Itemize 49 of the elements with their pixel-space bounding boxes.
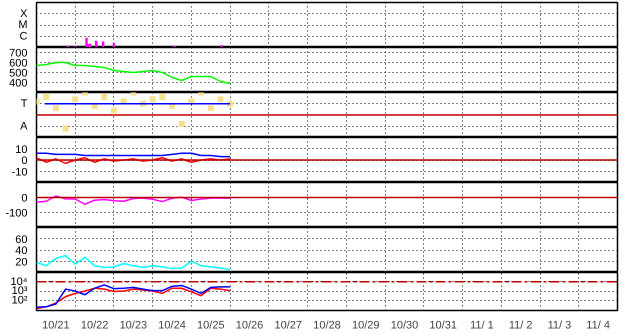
y-tick-label: 10²: [12, 294, 28, 306]
text: C: [20, 30, 28, 42]
line-series: [36, 284, 231, 308]
x-tick-label: 10/30: [390, 320, 418, 332]
point: [43, 94, 50, 100]
line-series: [36, 195, 231, 205]
y-tick-label: 0: [21, 155, 28, 167]
line-series: [36, 254, 231, 270]
y-tick-label: 0: [21, 192, 28, 204]
point: [110, 108, 117, 114]
point: [159, 94, 166, 100]
text: T: [20, 98, 28, 110]
y-tick-label: 60: [15, 234, 28, 246]
x-tick-label: 10/27: [274, 320, 302, 332]
point: [101, 94, 108, 100]
x-tick-label: 11/ 3: [548, 320, 572, 332]
y-tick-label: 500: [9, 68, 28, 80]
x-tick-label: 10/22: [80, 320, 108, 332]
y-tick-label: 40: [15, 245, 28, 257]
x-tick-label: 11/ 4: [586, 320, 610, 332]
point: [208, 105, 214, 112]
text: X: [20, 8, 28, 20]
y-tick-label: 20: [15, 256, 28, 268]
line-series: [36, 62, 231, 84]
x-tick-label: 11/ 1: [470, 320, 494, 332]
x-tick-label: 10/24: [158, 320, 186, 332]
y-tick-label: -100: [5, 208, 28, 220]
y-tick-label: 10: [15, 144, 28, 156]
y-tick-label: 600: [9, 58, 28, 70]
x-tick-label: 10/25: [197, 320, 225, 332]
x-tick-label: 10/23: [120, 320, 148, 332]
y-tick-label: 700: [9, 48, 28, 60]
point: [217, 96, 224, 102]
text: M: [18, 19, 28, 31]
point: [72, 96, 78, 102]
x-tick-label: 10/29: [352, 320, 380, 332]
x-tick-label: 10/28: [313, 320, 341, 332]
x-tick-label: 10/31: [429, 320, 457, 332]
line-series: [36, 288, 231, 310]
y-tick-label: 400: [9, 78, 28, 90]
point: [150, 96, 156, 102]
point: [178, 121, 185, 127]
point: [62, 126, 69, 132]
x-tick-label: 10/21: [42, 320, 70, 332]
y-tick-label: -10: [12, 166, 28, 178]
x-tick-label: 10/26: [236, 320, 264, 332]
text: A: [20, 120, 28, 132]
x-tick-label: 11/ 2: [508, 320, 532, 332]
point: [52, 105, 59, 112]
